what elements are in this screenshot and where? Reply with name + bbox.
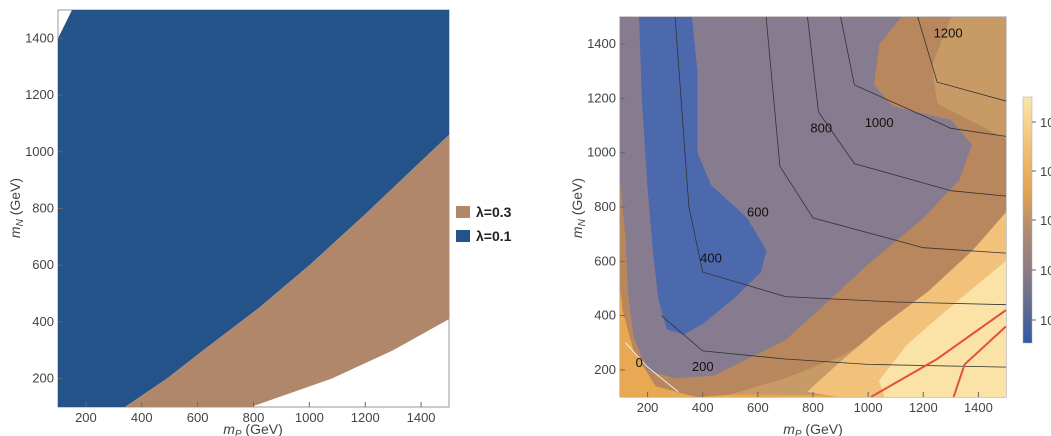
y-tick-label: 200 bbox=[32, 371, 54, 386]
red-contour-line bbox=[952, 325, 1006, 397]
x-tick-label: 400 bbox=[131, 410, 153, 425]
colorbar-tick-label: 104 bbox=[1040, 311, 1051, 328]
legend-swatch-lambda-0.1 bbox=[456, 230, 470, 242]
left-x-axis-label: mP (GeV) bbox=[223, 421, 283, 436]
red-contour-line bbox=[870, 309, 1006, 397]
right-regions bbox=[620, 17, 1006, 397]
contour-label-600: 600 bbox=[747, 204, 769, 219]
contour-line-800 bbox=[807, 17, 1006, 197]
y-tick-label: 1200 bbox=[587, 90, 616, 105]
x-tick-label: 1200 bbox=[351, 410, 380, 425]
right-contours bbox=[625, 17, 1006, 397]
contour-line-600 bbox=[765, 17, 1006, 254]
x-tick-label: 1000 bbox=[854, 400, 883, 415]
heat-region bbox=[639, 17, 767, 335]
colorbar-tick-label: 101 bbox=[1040, 162, 1051, 179]
legend-swatch-lambda-0.3 bbox=[456, 206, 470, 218]
contour-label-800: 800 bbox=[810, 120, 832, 135]
right-x-axis-label: mP (GeV) bbox=[783, 421, 843, 436]
colorbar-tick-label: 103 bbox=[1040, 261, 1051, 278]
contour-label-400: 400 bbox=[700, 251, 722, 266]
region-λ=0.3 bbox=[125, 134, 449, 408]
y-tick-label: 1400 bbox=[25, 30, 54, 45]
y-tick-label: 1400 bbox=[587, 36, 616, 51]
contour-line-1200 bbox=[917, 17, 1006, 102]
y-tick-label: 800 bbox=[32, 201, 54, 216]
x-tick-label: 600 bbox=[187, 410, 209, 425]
x-tick-label: 200 bbox=[75, 410, 97, 425]
right-contour-labels: 0 200 400 600 800 1000 1200 bbox=[636, 25, 963, 374]
contour-label-0: 0 bbox=[636, 355, 643, 370]
x-tick-label: 1000 bbox=[295, 410, 324, 425]
colorbar-gradient bbox=[1022, 96, 1033, 344]
y-tick-label: 600 bbox=[594, 253, 616, 268]
colorbar-tick-label: 102 bbox=[1040, 211, 1051, 228]
y-tick-label: 1000 bbox=[25, 144, 54, 159]
x-tick-label: 200 bbox=[637, 400, 659, 415]
heat-region bbox=[878, 260, 1006, 397]
colorbar-tick-label: 100 bbox=[1040, 113, 1051, 130]
contour-line-400 bbox=[674, 17, 1006, 306]
contour-line-1000 bbox=[840, 17, 1006, 137]
right-x-ticks: 200 400 600 800 1000 1200 1400 bbox=[637, 392, 993, 415]
region-λ=0.1 bbox=[58, 10, 449, 407]
colorbar: 100 101 102 103 104 bbox=[1022, 96, 1051, 344]
x-tick-label: 800 bbox=[802, 400, 824, 415]
right-plot: 0 200 400 600 800 1000 1200 200 400 600 800 1000 12… bbox=[569, 16, 1051, 436]
left-y-ticks: 200 400 600 800 1000 1200 1400 bbox=[25, 30, 63, 386]
x-tick-label: 1200 bbox=[909, 400, 938, 415]
left-plot: 200 400 600 800 1000 1200 1400 200 400 600 800 100… bbox=[7, 9, 450, 436]
colorbar-ticks: 100 101 102 103 104 bbox=[1032, 113, 1051, 328]
y-tick-label: 400 bbox=[32, 314, 54, 329]
legend: λ=0.3 λ=0.1 bbox=[456, 204, 512, 244]
left-y-axis-label: mN (GeV) bbox=[7, 178, 26, 238]
y-tick-label: 1000 bbox=[587, 145, 616, 160]
contour-label-1000: 1000 bbox=[865, 115, 894, 130]
y-tick-label: 200 bbox=[594, 362, 616, 377]
x-tick-label: 800 bbox=[243, 410, 265, 425]
x-tick-label: 1400 bbox=[407, 410, 436, 425]
x-tick-label: 600 bbox=[747, 400, 769, 415]
y-tick-label: 800 bbox=[594, 199, 616, 214]
left-x-ticks: 200 400 600 800 1000 1200 1400 bbox=[75, 402, 436, 425]
legend-label-lambda-0.1: λ=0.1 bbox=[476, 228, 512, 244]
left-regions bbox=[58, 10, 449, 408]
contour-label-200: 200 bbox=[692, 359, 714, 374]
right-y-ticks: 200 400 600 800 1000 1200 1400 bbox=[587, 36, 625, 377]
y-tick-label: 600 bbox=[32, 257, 54, 272]
contour-line-0 bbox=[625, 342, 679, 392]
contour-line-200 bbox=[661, 315, 1006, 368]
right-y-axis-label: mN (GeV) bbox=[569, 178, 588, 238]
x-tick-label: 1400 bbox=[964, 400, 993, 415]
legend-label-lambda-0.3: λ=0.3 bbox=[476, 204, 512, 220]
y-tick-label: 400 bbox=[594, 308, 616, 323]
contour-label-1200: 1200 bbox=[934, 25, 963, 40]
x-tick-label: 400 bbox=[692, 400, 714, 415]
y-tick-label: 1200 bbox=[25, 87, 54, 102]
